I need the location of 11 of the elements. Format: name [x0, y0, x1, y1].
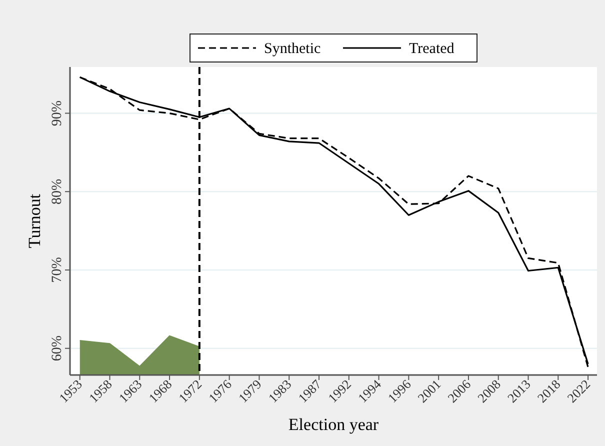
legend-label: Synthetic — [264, 41, 321, 57]
x-tick-label: 1992 — [325, 376, 354, 406]
y-tick-label: 90% — [50, 100, 65, 126]
x-tick-label: 1972 — [176, 376, 205, 406]
y-tick-label: 80% — [50, 178, 65, 204]
y-tick-label: 60% — [50, 335, 65, 362]
y-axis-title: Turnout — [25, 194, 44, 248]
x-tick-label: 1979 — [235, 376, 264, 406]
y-tick-label: 70% — [50, 256, 65, 283]
legend-label: Treated — [409, 41, 455, 57]
x-axis-title: Election year — [288, 415, 379, 434]
